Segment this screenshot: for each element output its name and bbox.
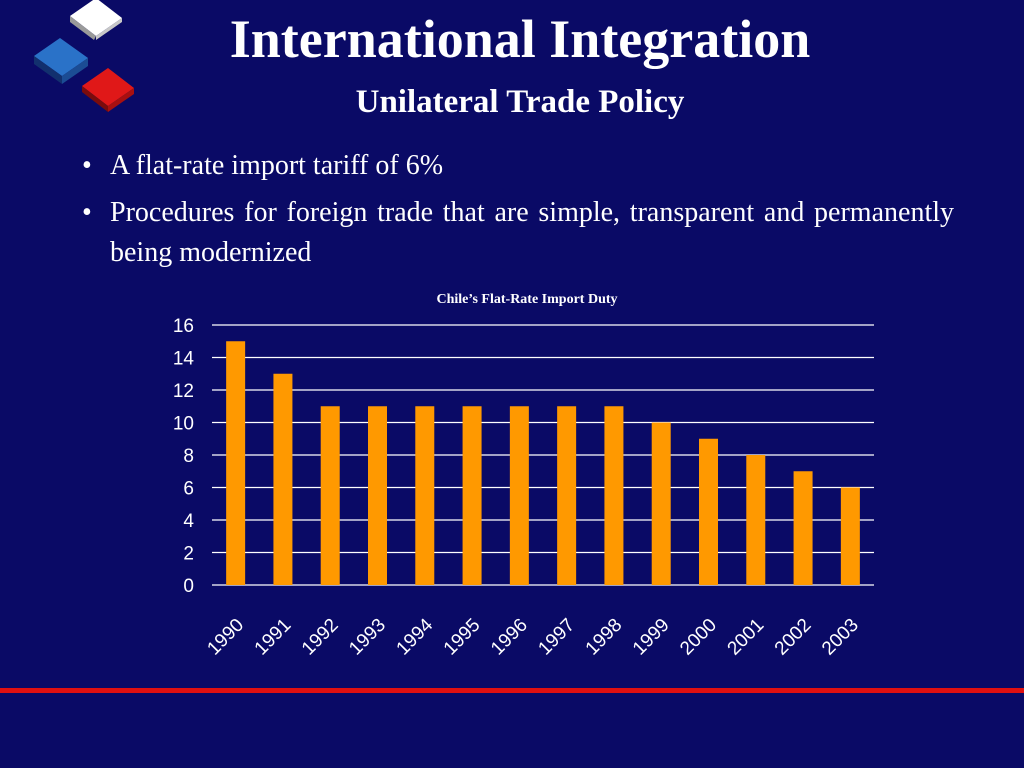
y-tick-label: 0 [183,576,194,597]
bar-2000 [699,438,718,585]
bar-1994 [415,406,435,585]
bar-1995 [462,406,482,585]
y-tick-label: 4 [183,511,194,532]
bar-1992 [320,406,340,585]
x-tick-label: 1996 [487,615,532,660]
x-tick-label: 1994 [393,614,438,659]
bar-1998 [604,406,624,585]
y-tick-label: 14 [173,349,195,370]
bullet-list: A flat-rate import tariff of 6% Procedur… [72,146,954,280]
bar-chart: Chile’s Flat-Rate Import Duty 0 2 4 6 8 10 12 14… [173,292,874,660]
chart-title: Chile’s Flat-Rate Import Duty [436,292,617,307]
bar-1993 [368,406,387,585]
x-tick-label: 2000 [676,615,721,660]
bullet-item: A flat-rate import tariff of 6% [72,146,954,186]
accent-divider-line [0,688,1024,693]
slide-subtitle: Unilateral Trade Policy [355,84,685,120]
slide-title: International Integration [229,9,811,69]
y-tick-label: 6 [183,479,194,500]
x-tick-label: 1991 [251,615,296,660]
bar-1990 [226,341,246,585]
x-tick-label: 1995 [440,615,485,660]
x-tick-label: 1993 [345,615,390,660]
x-tick-label: 2003 [818,615,863,660]
bar-1991 [273,373,293,585]
bar-1997 [557,406,577,585]
y-tick-label: 12 [173,381,194,402]
bar-2003 [840,487,860,585]
bar-1996 [509,406,529,585]
x-tick-label: 2001 [724,615,769,660]
stacked-cubes-logo-icon [34,0,134,112]
y-tick-label: 8 [183,446,194,467]
bar-2002 [793,471,813,585]
y-tick-label: 10 [173,414,194,435]
y-tick-label: 2 [183,544,194,565]
x-tick-label: 2002 [771,615,816,660]
x-tick-label: 1992 [298,615,343,660]
x-tick-label: 1999 [629,615,674,660]
x-tick-label: 1990 [203,615,248,660]
bar-2001 [746,455,766,585]
bar-1999 [651,422,671,585]
bullet-item: Procedures for foreign trade that are si… [72,193,954,273]
y-tick-label: 16 [173,316,194,337]
x-tick-label: 1998 [582,615,627,660]
x-tick-label: 1997 [534,615,579,660]
